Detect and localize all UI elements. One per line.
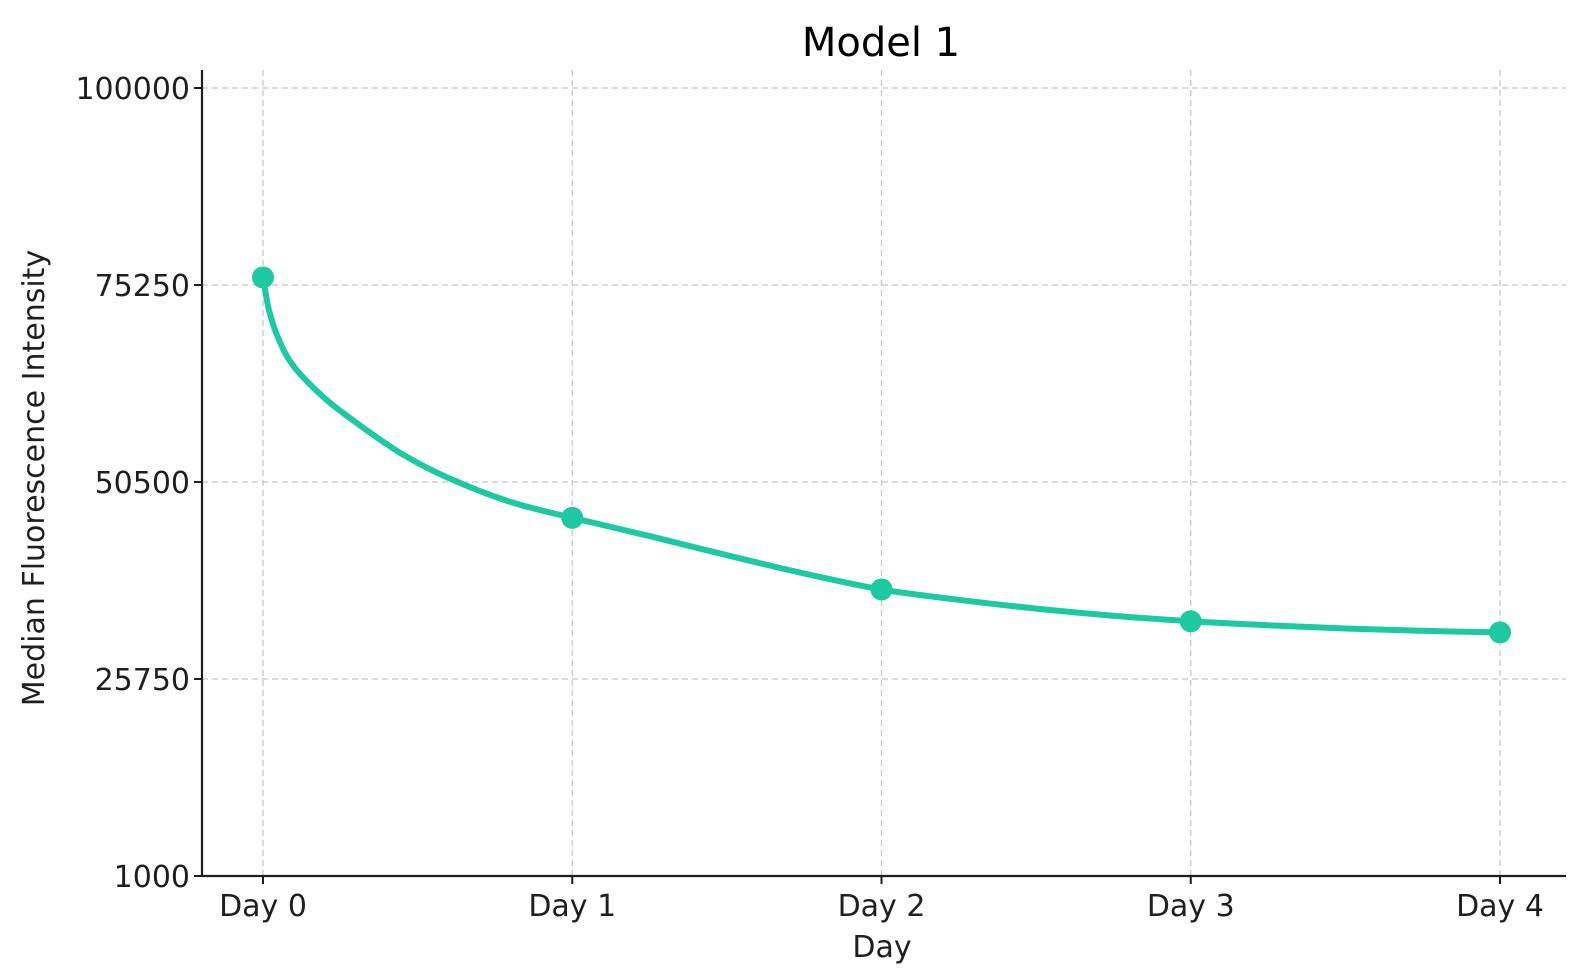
series-line <box>260 274 1503 636</box>
tick-labels: 1000 25750 50500 75250 100000 Day 0 Day 1 Day 2… <box>75 72 1543 924</box>
x-tick-label: Day 3 <box>1147 889 1235 924</box>
data-point <box>561 506 584 529</box>
x-tick-label: Day 1 <box>528 889 616 924</box>
data-point <box>1489 621 1511 644</box>
chart-title: Model 1 <box>802 20 960 66</box>
series <box>252 266 1511 644</box>
data-point <box>870 578 893 601</box>
data-point <box>252 266 274 289</box>
y-axis-title: Median Fluorescence Intensity <box>17 250 52 706</box>
data-point <box>1179 610 1202 633</box>
y-tick-label: 50500 <box>95 466 190 501</box>
y-tick-label: 25750 <box>95 663 190 698</box>
x-tick-label: Day 4 <box>1456 889 1544 924</box>
grid-lines <box>202 70 1566 876</box>
axes <box>194 70 1566 884</box>
y-tick-label: 75250 <box>95 269 190 304</box>
y-tick-label: 100000 <box>75 72 190 107</box>
x-tick-label: Day 0 <box>219 889 307 924</box>
y-tick-label: 1000 <box>114 860 190 895</box>
x-axis-title: Day <box>852 930 911 965</box>
x-tick-label: Day 2 <box>838 889 926 924</box>
